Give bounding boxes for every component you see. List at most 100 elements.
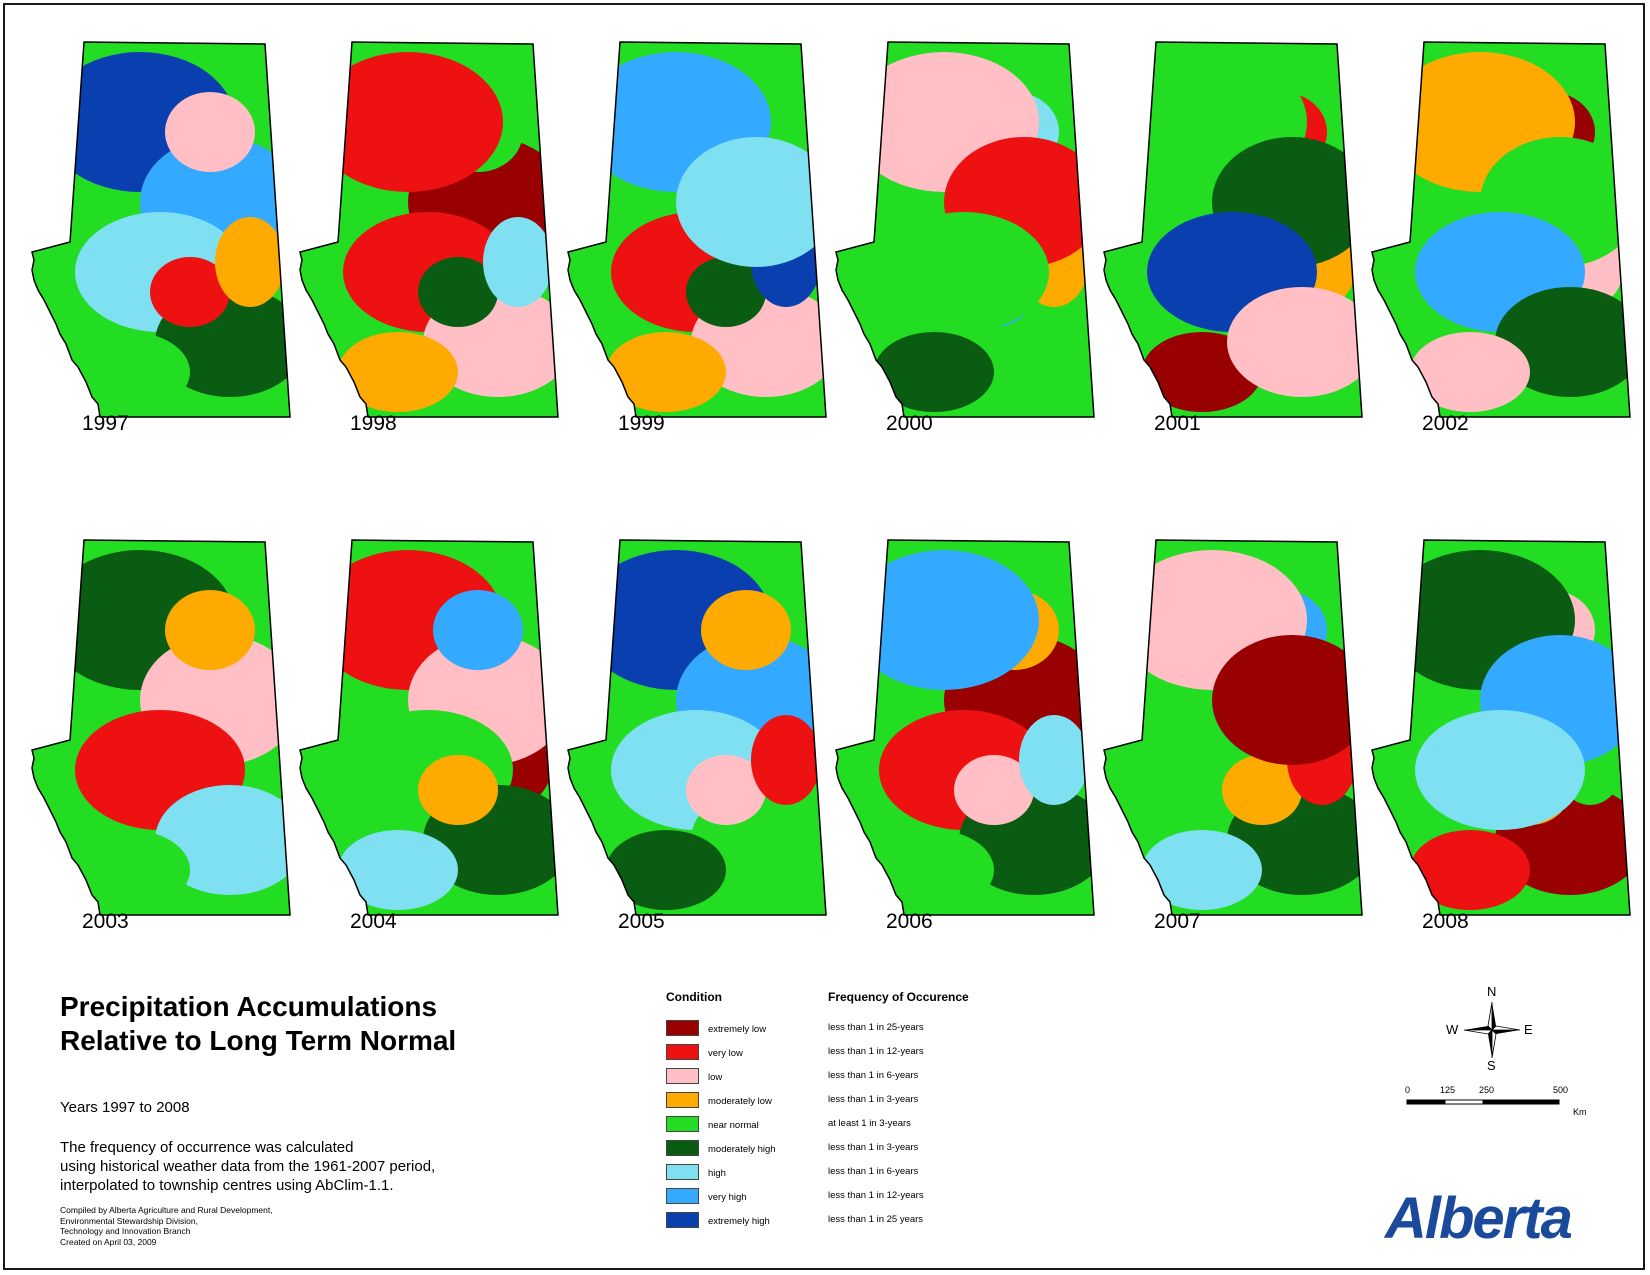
map-2002 [1371,41,1631,418]
year-label: 2006 [886,910,933,933]
map-region-moderately-low [165,590,255,670]
legend-row-very-low: very low less than 1 in 12-years [666,1044,1026,1062]
map-region-moderately-high [1495,287,1630,397]
map-region-moderately-low [606,332,726,412]
description: The frequency of occurrence was calculat… [60,1138,520,1195]
legend-row-extremely-low: extremely low less than 1 in 25-years [666,1020,1026,1038]
title-line-1: Precipitation Accumulations [60,991,438,1022]
map-2000 [835,41,1095,418]
page-title: Precipitation Accumulations Relative to … [60,990,456,1058]
legend-condition-header: Condition [666,990,722,1004]
years-range: Years 1997 to 2008 [60,1099,190,1116]
compass-north: N [1487,984,1497,999]
map-region-low [954,755,1034,825]
legend-frequency: less than 1 in 6-years [828,1070,919,1081]
legend-frequency-header: Frequency of Occurence [828,990,969,1004]
map-region-extremely-low [1212,635,1362,765]
map-region-very-low [1410,830,1530,910]
scale-bar-graphic [1406,1099,1560,1105]
alberta-logo: Alberta [1385,1186,1573,1251]
legend-frequency: less than 1 in 6-years [828,1166,919,1177]
map-region-near-normal [70,332,190,412]
map-region-moderately-low [338,332,458,412]
legend-frequency: less than 1 in 25 years [828,1214,924,1225]
year-label: 2002 [1422,412,1469,435]
legend-condition: extremely low [708,1024,767,1035]
legend-swatch [666,1092,699,1108]
legend-frequency: less than 1 in 25-years [828,1022,924,1033]
province-outline [835,539,1095,916]
map-region-high [1142,830,1262,910]
province-outline [299,41,559,418]
legend-frequency: less than 1 in 3-years [828,1142,919,1153]
legend-condition: low [708,1072,723,1083]
map-region-low [686,755,766,825]
map-region-moderately-high [686,257,766,327]
legend-condition: moderately low [708,1096,772,1107]
map-2007 [1103,539,1363,916]
map-region-moderately-high [418,257,498,327]
province-outline [299,539,559,916]
map-2005 [567,539,827,916]
map-region-low [165,92,255,172]
legend-frequency: at least 1 in 3-years [828,1118,911,1129]
province-outline [1103,539,1363,916]
legend-swatch [666,1020,699,1036]
compass-west: W [1446,1022,1459,1037]
map-region-very-low [751,715,821,805]
map-region-very-low [150,257,230,327]
legend-row-moderately-high: moderately high less than 1 in 3-years [666,1140,1026,1158]
map-region-high [676,137,826,267]
description-line: using historical weather data from the 1… [60,1158,436,1175]
credit-line: Created on April 03, 2009 [60,1236,157,1247]
map-region-high [338,830,458,910]
map-2006 [835,539,1095,916]
map-region-high [1019,715,1089,805]
legend-frequency: less than 1 in 3-years [828,1094,919,1105]
credit-line: Technology and Innovation Branch [60,1226,191,1236]
year-label: 1997 [82,412,129,435]
legend-row-low: low less than 1 in 6-years [666,1068,1026,1086]
year-label: 2003 [82,910,129,933]
legend-row-extremely-high: extremely high less than 1 in 25 years [666,1212,1026,1230]
map-1999 [567,41,827,418]
map-region-high [483,217,553,307]
province-outline [31,41,291,418]
legend-swatch [666,1116,699,1132]
year-label: 1999 [618,412,665,435]
title-line-2: Relative to Long Term Normal [60,1025,457,1056]
map-region-high [155,785,290,895]
map-region-low [1410,332,1530,412]
map-region-high [1415,710,1585,830]
year-label: 2001 [1154,412,1201,435]
year-label: 2008 [1422,910,1469,933]
legend-condition: near normal [708,1120,759,1131]
description-line: interpolated to township centres using A… [60,1177,394,1194]
credit-line: Compiled by Alberta Agriculture and Rura… [60,1205,273,1215]
compass-south: S [1487,1058,1496,1073]
map-2008 [1371,539,1631,916]
legend-swatch [666,1188,699,1204]
legend-swatch [666,1212,699,1228]
description-line: The frequency of occurrence was calculat… [60,1139,354,1156]
province-outline [567,539,827,916]
scale-unit: Km [1573,1107,1587,1117]
map-region-moderately-high [874,332,994,412]
legend-condition: moderately high [708,1144,776,1155]
map-1998 [299,41,559,418]
compass-star-icon [1463,1001,1521,1059]
map-region-moderately-low [701,590,791,670]
map-region-near-normal [879,212,1049,332]
map-region-low [1227,287,1362,397]
credits: Compiled by Alberta Agriculture and Rura… [60,1205,273,1247]
legend-condition: extremely high [708,1216,770,1227]
legend-condition: high [708,1168,726,1179]
year-label: 2007 [1154,910,1201,933]
province-outline [1371,41,1631,418]
legend-frequency: less than 1 in 12-years [828,1046,924,1057]
legend-row-very-high: very high less than 1 in 12-years [666,1188,1026,1206]
year-label: 2000 [886,412,933,435]
credit-line: Environmental Stewardship Division, [60,1215,198,1226]
legend-swatch [666,1044,699,1060]
